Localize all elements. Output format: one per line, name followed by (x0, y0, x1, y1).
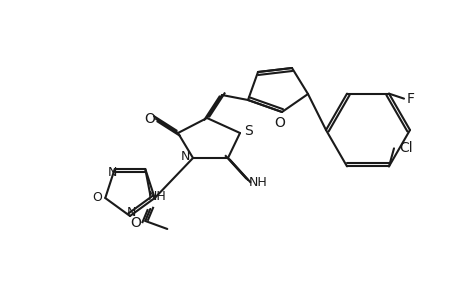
Text: NH: NH (148, 190, 166, 203)
Text: O: O (129, 216, 140, 230)
Text: S: S (244, 124, 253, 138)
Text: F: F (406, 92, 414, 106)
Text: Cl: Cl (398, 141, 412, 155)
Text: O: O (92, 190, 102, 203)
Text: N: N (126, 206, 135, 218)
Text: NH: NH (248, 176, 267, 188)
Text: O: O (144, 112, 155, 126)
Text: N: N (180, 149, 189, 163)
Text: N: N (108, 167, 117, 179)
Text: O: O (274, 116, 285, 130)
